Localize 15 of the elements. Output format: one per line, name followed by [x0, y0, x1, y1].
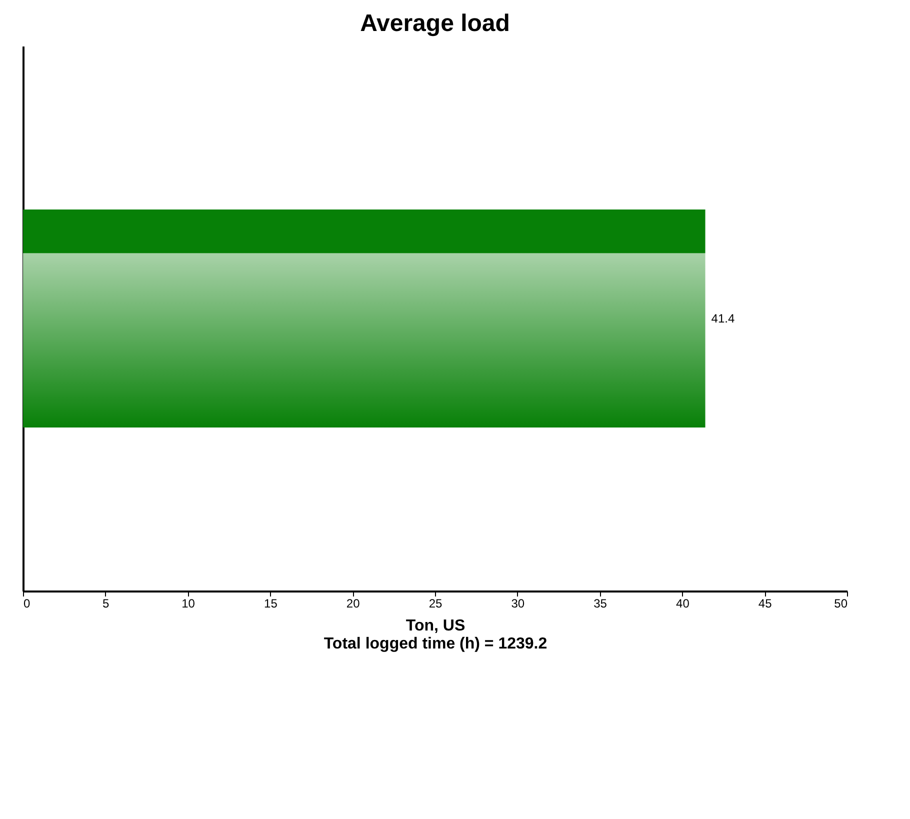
x-tick-label: 50 [834, 596, 848, 610]
data-label: 41.4 [711, 312, 735, 326]
x-tick-label: 25 [428, 596, 442, 610]
x-tick-label: 5 [102, 596, 110, 610]
x-tick-label: 30 [511, 596, 525, 610]
x-tick-label: 15 [264, 596, 278, 610]
x-tick-label: 10 [182, 596, 196, 610]
x-tick-label: 40 [676, 596, 690, 610]
x-tick-label: 45 [758, 596, 772, 610]
x-tick-label: 20 [346, 596, 360, 610]
x-axis-title: Ton, US [406, 618, 466, 634]
text: Total logged time (h) = 1239.2 [324, 636, 548, 652]
x-tick-label: 0 [24, 596, 30, 610]
x-tick-label: 35 [594, 596, 608, 610]
chart-title: Average load [360, 10, 510, 37]
